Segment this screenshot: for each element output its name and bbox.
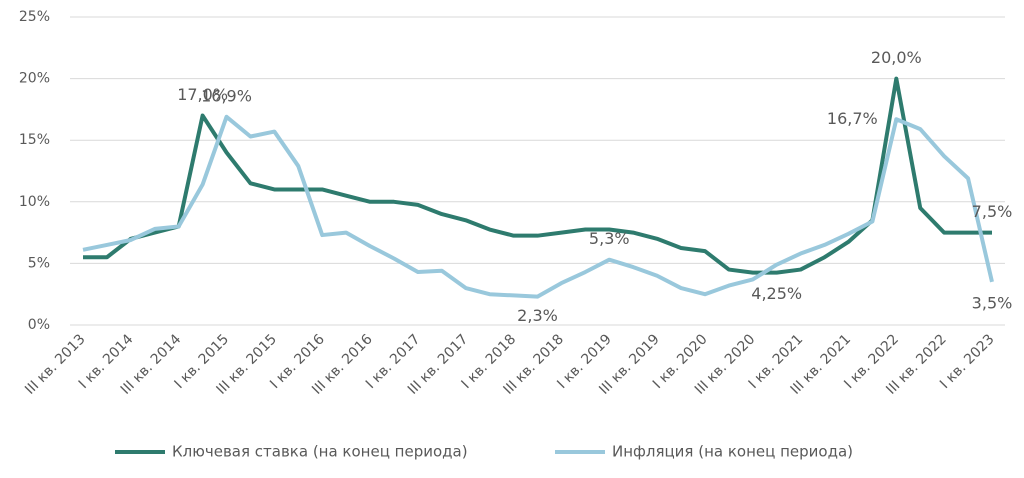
- data-label: 20,0%: [871, 48, 922, 67]
- y-tick-label: 0%: [28, 317, 50, 333]
- data-label: 2,3%: [517, 306, 558, 325]
- data-label: 7,5%: [972, 202, 1013, 221]
- data-label: 17,0%: [177, 85, 228, 104]
- y-tick-label: 20%: [19, 71, 50, 87]
- data-label: 3,5%: [972, 293, 1013, 312]
- x-tick-label: III кв. 2013: [22, 331, 89, 398]
- y-tick-label: 15%: [19, 132, 50, 148]
- data-label: 5,3%: [589, 229, 630, 248]
- line-series: [82, 114, 994, 299]
- data-label: 16,9%: [201, 86, 252, 105]
- line-series: [83, 76, 992, 275]
- y-tick-label: 10%: [19, 194, 50, 210]
- legend-label: Инфляция (на конец периода): [612, 443, 853, 461]
- legend-label: Ключевая ставка (на конец периода): [172, 443, 468, 461]
- data-label: 16,7%: [827, 109, 878, 128]
- data-label: 4,25%: [751, 284, 802, 303]
- y-tick-label: 25%: [19, 9, 50, 25]
- y-tick-label: 5%: [28, 255, 50, 271]
